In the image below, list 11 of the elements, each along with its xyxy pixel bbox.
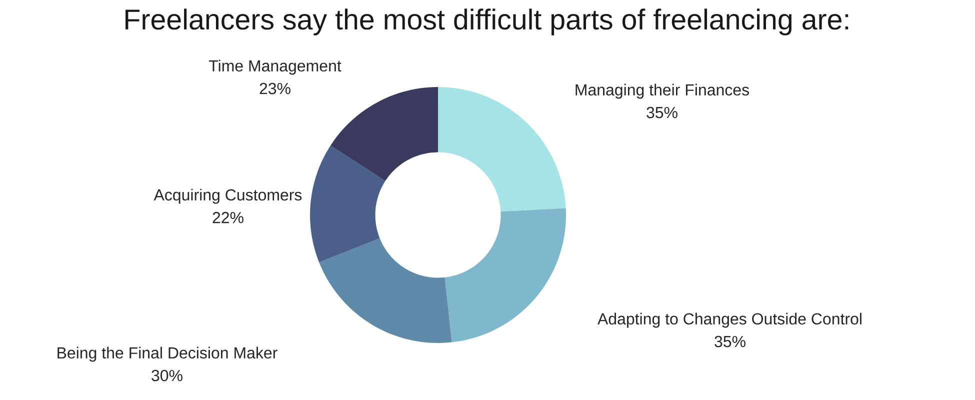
slice-label: Managing their Finances xyxy=(576,84,749,99)
data-label: 30% xyxy=(152,370,182,382)
chart-title: Freelancers say the most difficult parts of freelancing are: xyxy=(126,8,848,36)
slice-label: Time Management xyxy=(208,60,342,75)
data-label: 35% xyxy=(714,336,746,348)
slice-label: Adapting to Changes Outside Control xyxy=(598,312,862,328)
slice-label: Acquiring Customers xyxy=(154,188,302,204)
slice-label: Being the Final Decision Maker xyxy=(58,346,278,362)
data-label: 23% xyxy=(260,82,290,94)
data-label: 35% xyxy=(646,106,678,118)
data-label: 22% xyxy=(212,212,244,224)
